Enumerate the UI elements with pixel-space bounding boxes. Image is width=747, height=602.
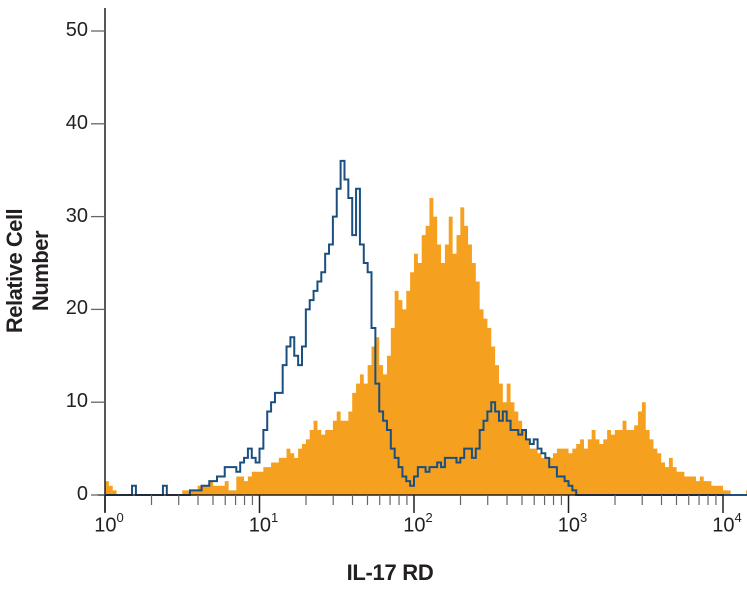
histogram-series <box>105 159 747 496</box>
x-tick-base: 10 <box>712 514 735 537</box>
axes <box>91 8 724 513</box>
y-tick-label: 20 <box>65 297 88 320</box>
x-tick-label: 103 <box>543 510 603 538</box>
x-tick-exponent: 3 <box>580 510 588 525</box>
x-tick-base: 10 <box>557 514 580 537</box>
x-tick-base: 10 <box>403 514 426 537</box>
x-tick-base: 10 <box>94 514 117 537</box>
x-tick-base: 10 <box>248 514 271 537</box>
y-axis-label: Relative Cell Number <box>2 208 53 334</box>
y-tick-label: 0 <box>76 483 88 505</box>
x-axis-label: IL-17 RD <box>346 560 434 585</box>
x-tick-exponent: 2 <box>425 510 433 525</box>
x-tick-exponent: 4 <box>734 510 742 525</box>
x-tick-exponent: 0 <box>116 510 124 525</box>
y-tick-label: 50 <box>65 19 88 41</box>
y-tick-label: 10 <box>65 390 88 413</box>
x-tick-label: 104 <box>697 510 747 538</box>
x-tick-exponent: 1 <box>271 510 279 525</box>
y-tick-label: 40 <box>65 111 88 134</box>
x-tick-label: 101 <box>234 510 294 538</box>
y-tick-label: 30 <box>65 204 88 227</box>
x-tick-label: 102 <box>388 510 448 538</box>
filled-histogram <box>105 198 747 495</box>
x-tick-label: 100 <box>79 510 139 538</box>
